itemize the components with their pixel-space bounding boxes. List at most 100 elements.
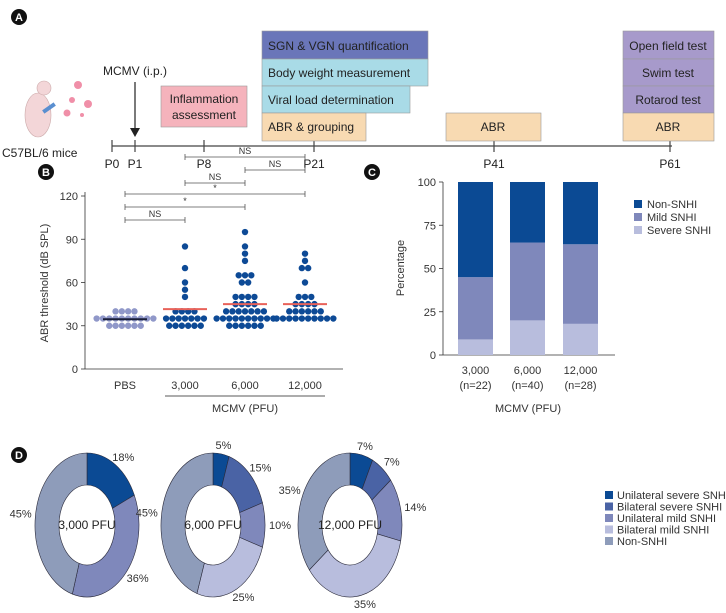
b-y-tick-label: 120 bbox=[60, 191, 78, 203]
b-x-tick-label: 6,000 bbox=[231, 380, 259, 392]
panel-c: C 0 25 50 75 100 3,000 (n=22) 6,000 (n=40) 12,000… bbox=[364, 164, 711, 415]
b-data-point bbox=[251, 315, 258, 322]
b-data-point bbox=[251, 293, 258, 301]
injection-label: MCMV (i.p.) bbox=[103, 64, 167, 78]
b-data-point bbox=[273, 315, 280, 322]
c-xlabel: MCMV (PFU) bbox=[495, 403, 561, 415]
b-data-point bbox=[317, 315, 324, 322]
b-data-point bbox=[241, 308, 249, 315]
box-viral bbox=[261, 85, 411, 114]
box-open-field-label: Open field test bbox=[629, 39, 707, 53]
b-significance-bracket bbox=[124, 191, 306, 197]
c-legend-label: Non-SNHI bbox=[647, 199, 697, 211]
d-pie-label: 36% bbox=[127, 573, 149, 585]
d-pie-slice bbox=[34, 452, 88, 595]
b-data-point bbox=[194, 315, 201, 322]
panel-a: A C57BL/6 mice MCMV (i.p.) P0 P1 P8 P21 P41 P… bbox=[2, 9, 715, 171]
arrow-down-icon bbox=[130, 128, 140, 137]
box-abr-p41-label: ABR bbox=[481, 120, 506, 134]
d-legend-label: Bilateral mild SNHI bbox=[617, 525, 709, 537]
b-data-point bbox=[251, 322, 258, 329]
c-bar-segment bbox=[510, 182, 545, 243]
d-legend-label: Unilateral mild SNHI bbox=[617, 513, 716, 525]
b-significance-label: * bbox=[183, 196, 187, 206]
b-data-point bbox=[241, 272, 249, 279]
b-data-point bbox=[235, 272, 242, 279]
c-x-tick-label: 3,000 bbox=[462, 365, 490, 377]
box-inflammation-line2: assessment bbox=[172, 108, 237, 122]
b-data-point bbox=[172, 322, 179, 329]
c-bar-segment bbox=[458, 182, 493, 278]
d-pie-label: 45% bbox=[10, 508, 32, 520]
c-y-tick-label: 50 bbox=[424, 264, 436, 276]
timeline-tick-label: P41 bbox=[483, 157, 505, 171]
b-significance-label: * bbox=[213, 183, 217, 193]
d-pie-slice bbox=[160, 452, 214, 594]
b-data-point bbox=[235, 308, 242, 315]
b-data-point bbox=[260, 308, 268, 315]
c-y-tick-label: 75 bbox=[424, 220, 436, 232]
timeline-tick-label: P1 bbox=[128, 157, 143, 171]
b-data-point bbox=[241, 250, 249, 257]
c-bar-segment bbox=[563, 323, 598, 355]
box-rotarod-label: Rotarod test bbox=[635, 93, 701, 107]
d-pie-center-label: 12,000 PFU bbox=[318, 518, 382, 532]
b-data-point bbox=[232, 322, 239, 329]
b-data-point bbox=[191, 322, 198, 329]
c-bar-segment bbox=[510, 242, 545, 321]
b-x-tick-label: 3,000 bbox=[171, 380, 199, 392]
b-data-point bbox=[197, 322, 204, 329]
b-data-point bbox=[304, 264, 312, 272]
b-data-point bbox=[257, 322, 264, 329]
b-data-point bbox=[323, 315, 331, 322]
b-significance-bracket bbox=[184, 154, 306, 160]
b-data-point bbox=[263, 315, 271, 322]
c-n-label: (n=28) bbox=[564, 380, 596, 392]
b-data-point bbox=[248, 272, 255, 279]
b-data-point bbox=[106, 322, 113, 329]
b-data-point bbox=[301, 293, 309, 301]
d-pie-slice bbox=[196, 536, 263, 598]
box-abr-p41 bbox=[445, 112, 542, 142]
d-pie-label: 35% bbox=[279, 485, 301, 497]
b-data-point bbox=[311, 308, 318, 315]
timeline-tick-label: P0 bbox=[105, 157, 120, 171]
b-data-point bbox=[188, 315, 195, 322]
b-data-point bbox=[118, 322, 126, 329]
box-rotarod bbox=[622, 85, 715, 114]
b-data-point bbox=[238, 293, 246, 301]
b-data-point bbox=[257, 315, 264, 322]
b-data-point bbox=[131, 322, 138, 329]
b-x-tick-label: 12,000 bbox=[288, 380, 322, 392]
b-data-point bbox=[298, 308, 306, 315]
panel-label-b: B bbox=[42, 167, 50, 179]
b-data-point bbox=[226, 315, 233, 322]
b-xlabel: MCMV (PFU) bbox=[212, 403, 278, 415]
box-viral-label: Viral load determination bbox=[268, 93, 394, 107]
d-pie-label: 7% bbox=[357, 441, 373, 453]
b-data-point bbox=[311, 315, 318, 322]
b-data-point bbox=[232, 293, 239, 301]
b-data-point bbox=[178, 322, 186, 329]
box-inflammation-line1: Inflammation bbox=[170, 92, 239, 106]
d-pie-label: 15% bbox=[249, 463, 271, 475]
b-data-point bbox=[301, 250, 309, 257]
b-data-point bbox=[292, 308, 299, 315]
b-data-point bbox=[286, 308, 293, 315]
d-legend-swatch bbox=[605, 537, 613, 545]
b-data-point bbox=[254, 308, 261, 315]
d-pie-center-label: 3,000 PFU bbox=[58, 518, 115, 532]
b-data-point bbox=[181, 293, 189, 301]
c-y-tick-label: 25 bbox=[424, 307, 436, 319]
b-data-point bbox=[124, 322, 132, 329]
b-data-point bbox=[219, 315, 227, 322]
b-data-point bbox=[241, 228, 249, 236]
box-body bbox=[261, 58, 429, 87]
d-pie-label: 35% bbox=[354, 599, 376, 611]
c-x-tick-label: 12,000 bbox=[564, 365, 598, 377]
b-significance-label: NS bbox=[209, 172, 222, 182]
d-legend-label: Bilateral severe SNHI bbox=[617, 502, 722, 514]
box-sgn-label: SGN & VGN quantification bbox=[268, 39, 409, 53]
d-pie-label: 25% bbox=[232, 592, 254, 604]
